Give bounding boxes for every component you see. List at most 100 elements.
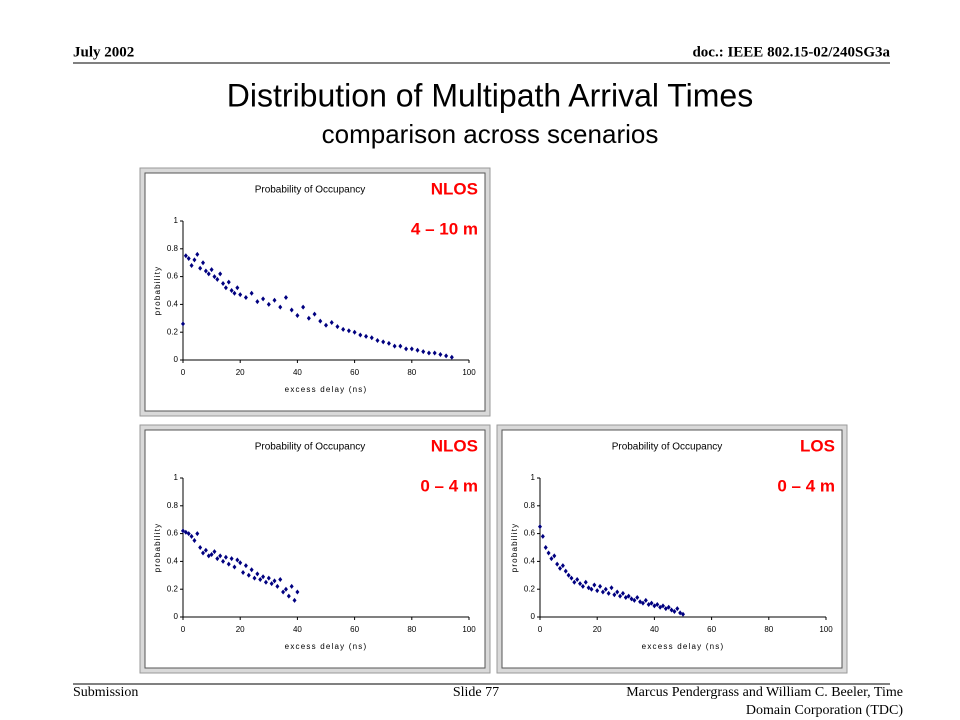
data-point <box>381 339 386 345</box>
data-point <box>226 561 231 567</box>
data-point <box>192 257 197 263</box>
y-tick-label: 0.8 <box>524 501 536 510</box>
data-point <box>283 294 288 300</box>
data-point <box>555 561 560 567</box>
data-point <box>600 589 605 595</box>
data-point <box>575 576 580 582</box>
y-tick-label: 0.8 <box>167 244 179 253</box>
x-tick-label: 20 <box>236 368 245 377</box>
x-tick-label: 100 <box>819 625 833 634</box>
data-point <box>635 595 640 601</box>
data-point <box>249 290 254 296</box>
data-point <box>404 346 409 352</box>
data-point <box>615 589 620 595</box>
y-tick-label: 0.2 <box>524 584 536 593</box>
footer-left: Submission <box>73 685 138 700</box>
data-point <box>306 315 311 321</box>
data-point <box>558 565 563 571</box>
annotation: NLOS <box>431 179 478 198</box>
y-tick-label: 0.4 <box>167 557 179 566</box>
data-point <box>229 288 234 293</box>
data-point <box>540 533 545 539</box>
x-tick-label: 40 <box>293 625 302 634</box>
data-point <box>232 564 237 570</box>
data-point <box>243 294 248 300</box>
data-point <box>409 346 414 352</box>
data-point <box>632 597 637 603</box>
data-point <box>283 586 288 592</box>
data-point <box>352 329 357 335</box>
data-point <box>324 322 328 328</box>
data-point <box>569 575 574 581</box>
y-tick-label: 0.8 <box>167 501 179 510</box>
data-point <box>312 311 317 317</box>
x-tick-label: 60 <box>350 368 359 377</box>
data-point <box>212 549 217 555</box>
x-axis-label: excess delay (ns) <box>285 642 368 651</box>
data-point <box>543 545 548 550</box>
y-tick-label: 0.4 <box>167 300 179 309</box>
data-point <box>275 583 280 589</box>
data-point <box>295 313 300 319</box>
y-axis-label: probability <box>153 523 162 573</box>
data-point <box>215 556 220 562</box>
data-point <box>192 538 197 544</box>
y-axis-label: probability <box>510 523 519 573</box>
data-point <box>660 603 665 609</box>
slide-title: Distribution of Multipath Arrival Times <box>227 77 753 113</box>
data-point <box>426 350 431 356</box>
y-tick-label: 0.6 <box>167 529 179 538</box>
data-point <box>201 550 206 556</box>
data-point <box>295 589 300 595</box>
y-tick-label: 1 <box>531 473 536 482</box>
data-point <box>272 297 277 303</box>
data-point <box>255 571 260 577</box>
x-tick-label: 60 <box>707 625 716 634</box>
data-point <box>189 533 194 539</box>
data-point <box>241 570 246 576</box>
data-point <box>195 251 200 257</box>
data-point <box>255 299 260 305</box>
data-point <box>195 531 200 537</box>
annotation: 0 – 4 m <box>777 476 835 495</box>
data-point <box>261 574 266 580</box>
x-tick-label: 60 <box>350 625 359 634</box>
data-point <box>595 588 600 594</box>
chart-title: Probability of Occupancy <box>255 442 366 453</box>
data-point <box>235 285 240 291</box>
data-point <box>266 301 271 307</box>
data-point <box>620 590 625 596</box>
data-point <box>421 349 426 355</box>
data-point <box>206 271 211 277</box>
data-point <box>583 579 588 585</box>
data-point <box>226 279 231 285</box>
data-point <box>649 600 654 606</box>
data-point <box>538 524 542 530</box>
data-point <box>209 551 214 557</box>
x-tick-label: 20 <box>236 625 245 634</box>
chart-title: Probability of Occupancy <box>255 185 366 196</box>
x-tick-label: 100 <box>462 368 476 377</box>
data-point <box>289 583 294 589</box>
data-point <box>272 578 277 584</box>
x-tick-label: 40 <box>293 368 302 377</box>
data-point <box>364 333 369 339</box>
slide-subtitle: comparison across scenarios <box>322 119 659 149</box>
chart-panel: Probability of Occupancy LOS 0 – 4 m 0 0.2 0.… <box>496 424 848 674</box>
data-point <box>203 268 208 274</box>
data-point <box>606 590 611 596</box>
data-point <box>186 256 191 262</box>
data-point <box>263 579 268 585</box>
panel-inner <box>144 429 486 669</box>
data-point <box>681 611 685 617</box>
data-point <box>375 338 380 344</box>
data-point <box>549 556 554 562</box>
data-point <box>278 576 283 582</box>
data-point <box>603 586 608 592</box>
y-axis-label: probability <box>153 266 162 316</box>
data-point <box>243 563 248 569</box>
data-point <box>223 285 228 291</box>
data-point <box>215 276 220 282</box>
data-point <box>238 560 243 566</box>
data-point <box>198 545 203 550</box>
